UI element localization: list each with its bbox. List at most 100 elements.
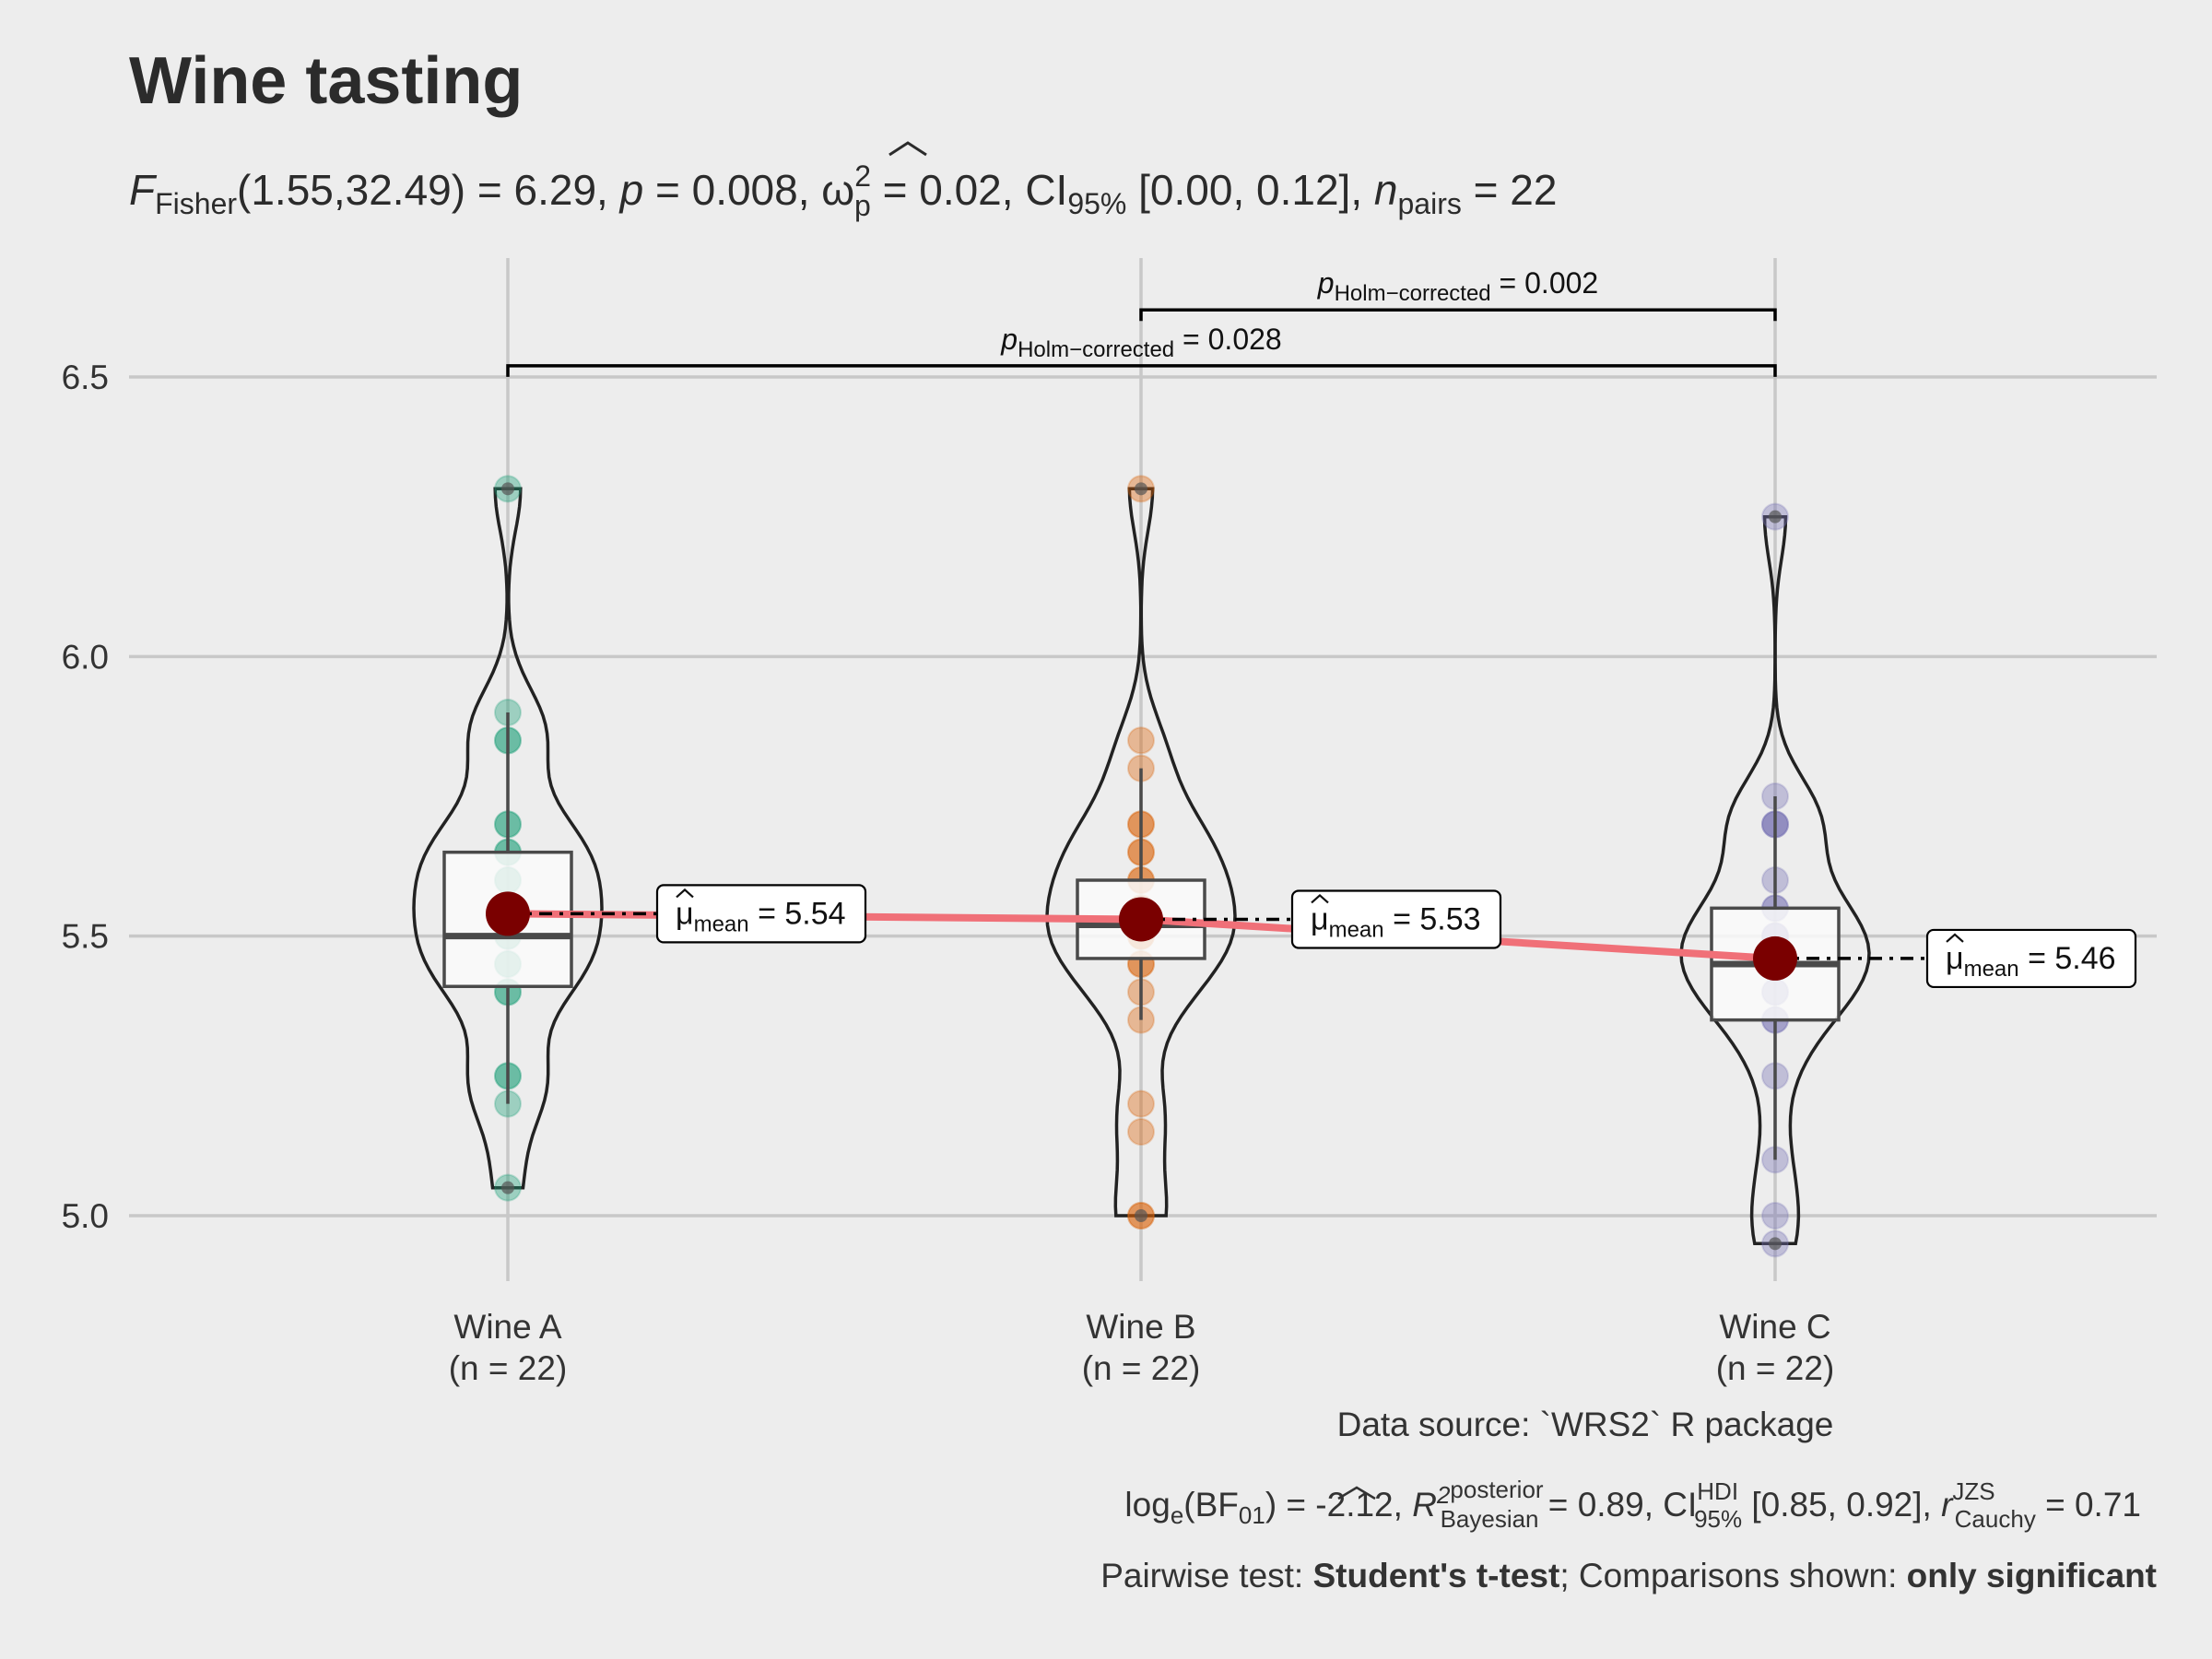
subtitle-es-value: = 0.02, CI	[871, 166, 1068, 214]
subtitle-stat-symbol: F	[129, 166, 158, 214]
subtitle-es-subscript: p	[854, 189, 871, 222]
caption-log-sub: e	[1171, 1501, 1183, 1529]
violin-3	[1679, 514, 1871, 1246]
data-point	[1127, 1118, 1155, 1146]
mean-value: = 5.46	[2019, 941, 2116, 976]
mean-label-2: μmean = 5.53	[1311, 901, 1481, 942]
mu-hat-icon	[1311, 893, 1329, 904]
caption-r: r	[1941, 1486, 1954, 1524]
violin-2	[1045, 487, 1237, 1218]
x-category-label: Wine A	[453, 1308, 562, 1346]
subtitle-n-symbol: n	[1374, 166, 1398, 214]
caption-r-sub: Cauchy	[1955, 1505, 2036, 1533]
mean-label-3: μmean = 5.46	[1946, 941, 2116, 982]
caption-bf-sub: 01	[1239, 1501, 1265, 1529]
data-point	[1127, 1089, 1155, 1118]
y-tick-label: 6.0	[62, 638, 109, 676]
extreme-point	[1769, 510, 1782, 524]
mean-point-2	[1119, 897, 1163, 942]
caption-r2-posterior: posterior	[1450, 1476, 1543, 1503]
subtitle-stat-value: (1.55,32.49) = 6.29,	[237, 166, 620, 214]
x-category-n: (n = 22)	[1716, 1349, 1835, 1387]
extreme-point	[1135, 482, 1147, 496]
comparison-bracket-1	[1139, 308, 1777, 322]
caption-source: Data source: `WRS2` R package	[1337, 1406, 1834, 1443]
caption-log: log	[1124, 1486, 1170, 1524]
subtitle-es-symbol: ω	[821, 166, 854, 214]
mean-label-box-3	[1925, 928, 2137, 989]
mean-subscript: mean	[1329, 917, 1384, 942]
y-tick-label: 6.5	[62, 359, 109, 396]
subtitle-p-symbol: p	[618, 166, 644, 214]
caption-r-value: = 0.71	[2036, 1486, 2141, 1524]
comparison-p-symbol: p	[1317, 266, 1335, 300]
comparison-p-value: = 0.002	[1491, 266, 1599, 300]
caption-r-sup: JZS	[1952, 1477, 1994, 1505]
subtitle-n-subscript: pairs	[1398, 187, 1462, 220]
mean-symbol: μ	[676, 896, 694, 931]
x-axis: Wine A(n = 22)Wine B(n = 22)Wine C(n = 2…	[449, 1308, 1835, 1387]
subtitle-p-value: = 0.008,	[643, 166, 821, 214]
r2-hat-icon	[1337, 1486, 1376, 1500]
extreme-point	[1135, 1209, 1147, 1222]
caption-r2-sup: 2	[1436, 1481, 1451, 1509]
caption-ci-value: [0.85, 0.92],	[1742, 1486, 1941, 1524]
extreme-point	[501, 482, 514, 496]
comparison-bracket-2	[506, 364, 1777, 377]
subtitle-ci-subscript: 95%	[1067, 187, 1126, 220]
caption-sep: ; Comparisons shown:	[1559, 1557, 1906, 1594]
mean-value: = 5.54	[749, 896, 846, 931]
mean-label-box-2	[1290, 889, 1502, 949]
mu-hat-icon	[676, 888, 694, 899]
mean-symbol: μ	[1946, 941, 1964, 976]
caption-ci-sub: 95%	[1694, 1505, 1742, 1533]
subtitle-stat-subscript: Fisher	[155, 187, 237, 220]
caption-bf-value: ) = -2.12,	[1265, 1486, 1412, 1524]
data-point	[1127, 726, 1155, 755]
subtitle-es-superscript: 2	[854, 159, 871, 193]
chart-subtitle: FFisher(1.55,32.49) = 6.29, p = 0.008, ω…	[129, 159, 1557, 222]
x-category-label: Wine B	[1086, 1308, 1195, 1346]
mu-hat-icon	[1946, 933, 1964, 943]
caption-ci-sup: HDI	[1697, 1477, 1738, 1505]
caption-r2-value: = 0.89, CI	[1539, 1486, 1698, 1524]
y-axis: 5.0 5.5 6.0 6.5	[62, 359, 109, 1235]
mean-point-1	[486, 891, 530, 936]
omega-hat-icon	[888, 141, 927, 157]
mean-label-box-1	[655, 884, 867, 944]
x-category-n: (n = 22)	[1082, 1349, 1201, 1387]
comparison-label-1: pHolm−corrected = 0.002	[1317, 266, 1598, 306]
mean-subscript: mean	[1964, 957, 2019, 982]
y-tick-label: 5.0	[62, 1197, 109, 1235]
comparison-p-subscript: Holm−corrected	[1018, 337, 1174, 362]
caption-shown: only significant	[1907, 1557, 2157, 1594]
subtitle-n-value: = 22	[1462, 166, 1558, 214]
caption-test-name: Student's t-test	[1313, 1557, 1560, 1594]
caption-r2-bayesian: Bayesian	[1441, 1505, 1539, 1533]
comparison-p-subscript: Holm−corrected	[1335, 281, 1491, 306]
caption-bayes: loge(BF01) = -2.12, R2posterior Bayesian …	[1124, 1476, 2141, 1533]
mean-subscript: mean	[694, 912, 749, 936]
x-category-label: Wine C	[1719, 1308, 1830, 1346]
subtitle-ci-value: [0.00, 0.12],	[1126, 166, 1374, 214]
y-tick-label: 5.5	[62, 918, 109, 956]
violin-1	[412, 487, 604, 1190]
caption-r2: R	[1412, 1486, 1437, 1524]
caption-pairwise: Pairwise test: Student's t-test; Compari…	[1100, 1557, 2157, 1594]
comparison-p-symbol: p	[1000, 323, 1018, 356]
caption-bf: (BF	[1183, 1486, 1239, 1524]
extreme-point	[501, 1181, 514, 1194]
violins	[412, 487, 1871, 1246]
mean-value: = 5.53	[1384, 901, 1481, 936]
mean-symbol: μ	[1311, 901, 1329, 936]
comparison-label-2: pHolm−corrected = 0.028	[1000, 323, 1281, 362]
x-category-n: (n = 22)	[449, 1349, 568, 1387]
comparison-p-value: = 0.028	[1174, 323, 1282, 356]
data-point	[1761, 1202, 1789, 1230]
mean-label-1: μmean = 5.54	[676, 896, 846, 936]
chart-title: Wine tasting	[129, 44, 523, 118]
caption-test-label: Pairwise test:	[1100, 1557, 1312, 1594]
